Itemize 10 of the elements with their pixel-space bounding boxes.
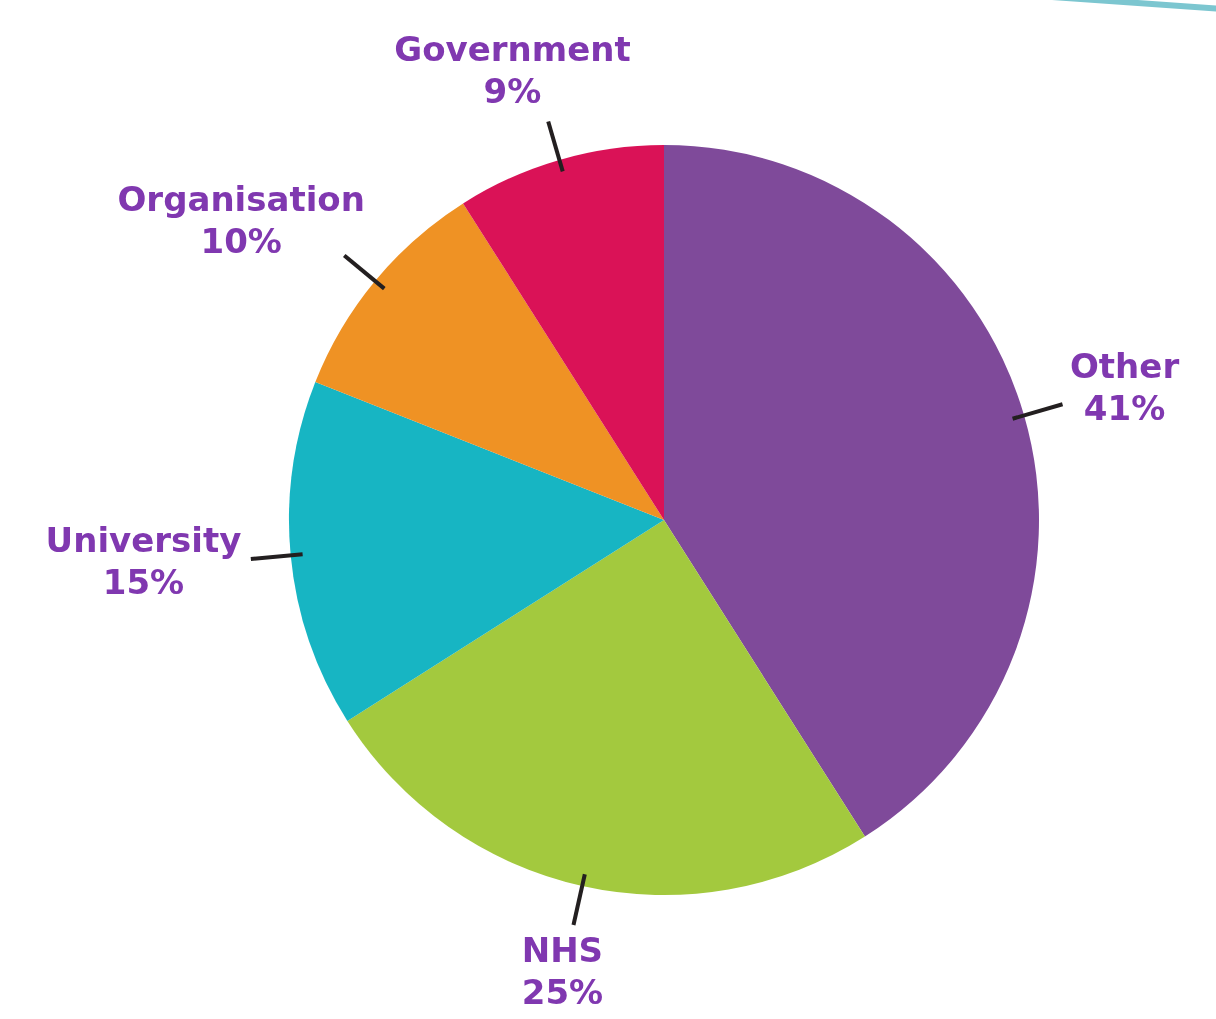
data-label: 41% — [1083, 388, 1166, 429]
slice-label: Organisation — [117, 179, 365, 220]
slice-label: NHS — [521, 929, 604, 970]
slice-label: University — [45, 519, 242, 560]
data-label: 25% — [521, 971, 604, 1012]
data-label: 9% — [483, 71, 542, 112]
slice-label: Other — [1069, 346, 1180, 387]
data-label: 10% — [200, 221, 282, 262]
slice-label: Government — [394, 29, 631, 70]
data-label: 15% — [102, 561, 185, 602]
